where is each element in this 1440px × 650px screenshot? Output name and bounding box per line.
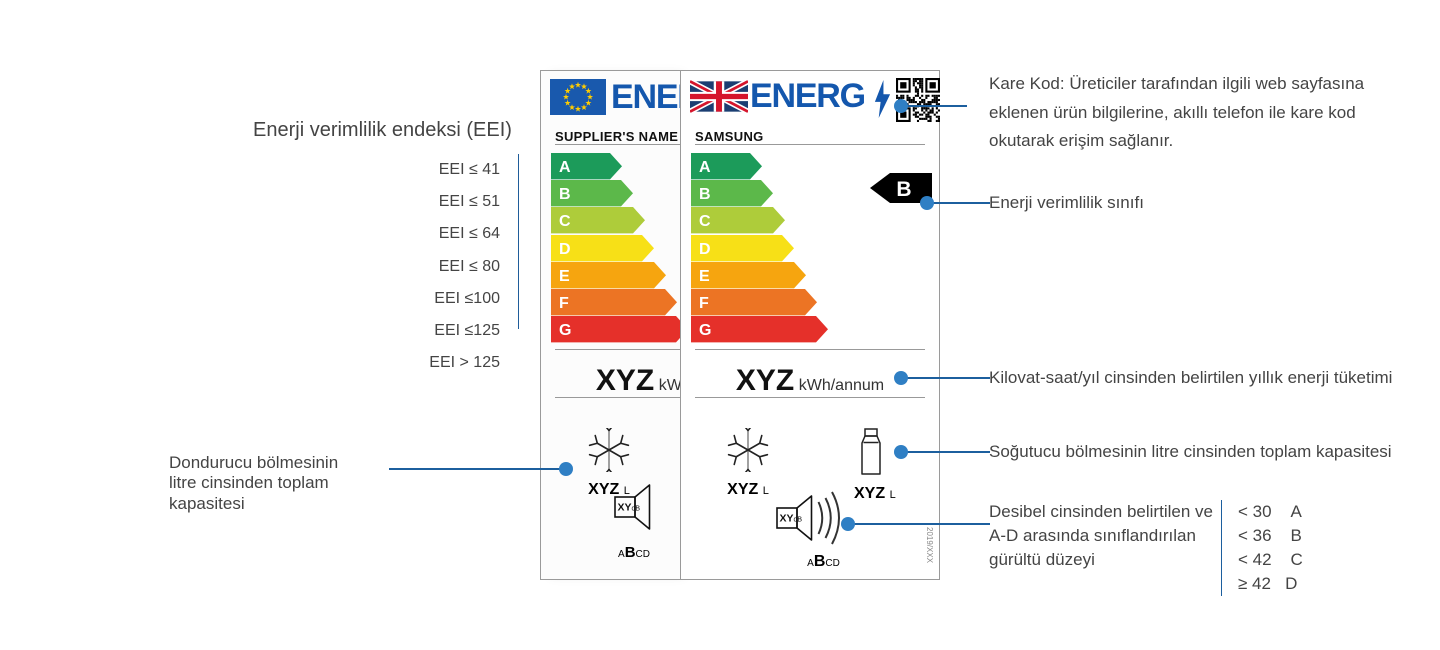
svg-text:A: A bbox=[559, 159, 571, 176]
svg-text:B: B bbox=[559, 186, 571, 203]
svg-text:F: F bbox=[699, 295, 709, 312]
svg-text:F: F bbox=[559, 295, 569, 312]
svg-text:E: E bbox=[699, 268, 710, 285]
svg-text:E: E bbox=[559, 268, 570, 285]
svg-text:G: G bbox=[559, 322, 571, 339]
svg-text:D: D bbox=[699, 241, 711, 258]
svg-text:2019/XXX: 2019/XXX bbox=[925, 527, 934, 564]
svg-text:C: C bbox=[699, 214, 711, 231]
svg-text:XYdB: XYdB bbox=[618, 502, 641, 514]
svg-text:D: D bbox=[559, 241, 571, 258]
svg-text:A: A bbox=[699, 159, 711, 176]
svg-text:XYdB: XYdB bbox=[780, 513, 803, 525]
svg-text:C: C bbox=[559, 214, 571, 231]
svg-text:G: G bbox=[699, 322, 711, 339]
svg-text:B: B bbox=[699, 186, 711, 203]
svg-text:B: B bbox=[896, 178, 911, 201]
